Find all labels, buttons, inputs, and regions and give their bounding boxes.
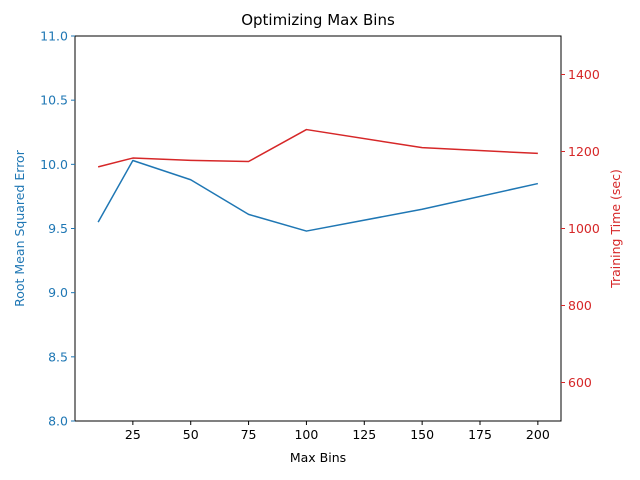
x-tick-label: 150 [410,427,434,442]
x-tick-label: 50 [183,427,199,442]
x-tick-label: 125 [352,427,376,442]
x-axis-title: Max Bins [290,450,346,465]
right-tick-label: 1200 [568,144,600,159]
left-tick-label: 8.5 [48,349,68,364]
x-tick-label: 75 [241,427,257,442]
right-tick-label: 1000 [568,221,600,236]
left-tick-label: 10.5 [40,93,68,108]
left-tick-label: 10.0 [40,157,68,172]
left-tick-label: 8.0 [48,414,68,429]
chart-title: Optimizing Max Bins [241,11,395,29]
right-axis-title: Training Time (sec) [608,169,623,289]
left-tick-label: 9.5 [48,221,68,236]
x-tick-label: 200 [526,427,550,442]
x-tick-label: 25 [125,427,141,442]
training-time-series-line [97,128,538,168]
right-tick-label: 600 [568,375,592,390]
right-tick-label: 800 [568,298,592,313]
x-tick-label: 100 [294,427,318,442]
left-tick-label: 11.0 [40,29,68,44]
rmse-series-line [97,159,539,232]
right-tick-label: 1400 [568,67,600,82]
x-tick-label: 175 [468,427,492,442]
left-axis-title: Root Mean Squared Error [12,149,27,307]
left-tick-label: 9.0 [48,285,68,300]
